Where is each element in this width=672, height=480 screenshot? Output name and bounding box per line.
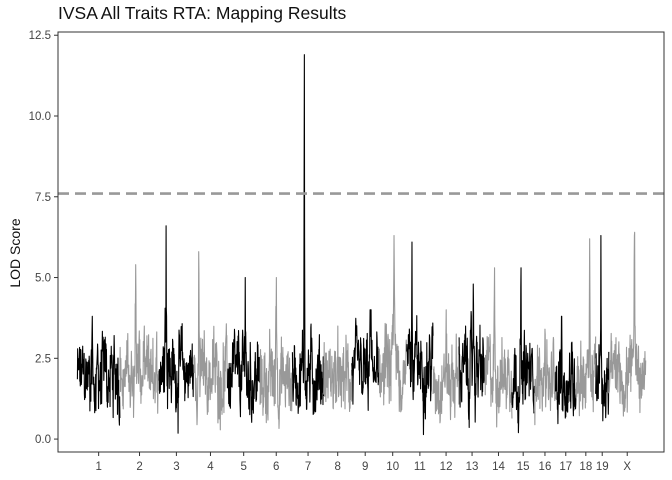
chromosome-19-lod-line [595,234,610,422]
x-tick-label-chr-10: 10 [386,461,399,473]
chromosome-8-lod-line [323,325,353,413]
y-tick-label: 10.0 [29,111,51,123]
x-tick-label-chr-13: 13 [466,461,479,473]
x-tick-label-chr-18: 18 [579,461,592,473]
x-tick-label-chr-14: 14 [492,461,505,473]
plot-panel-border [57,31,665,453]
chromosome-6-lod-line [259,276,293,429]
chromosome-1-lod-line [76,315,121,426]
chromosome-12-lod-line [432,309,460,424]
x-tick-label-chr-1: 1 [95,461,101,473]
x-tick-label-chr-12: 12 [440,461,453,473]
x-tick-label-chr-15: 15 [517,461,530,473]
x-axis: 1 2 3 4 5 6 7 8 9 10 11 12 13 14 15 16 17 18 19 X [95,452,631,473]
chromosome-11-lod-line [406,241,434,436]
x-tick-label-chr-5: 5 [240,461,246,473]
y-tick-label: 12.5 [29,30,51,42]
x-tick-label-chr-19: 19 [596,461,609,473]
y-tick-label: 0.0 [35,434,51,446]
lod-series-layer [76,54,647,436]
chromosome-16-lod-line [533,328,557,426]
x-tick-label-chr-6: 6 [273,461,279,473]
chromosome-2-lod-line [119,264,160,418]
chromosome-18-lod-line [575,238,597,417]
y-tick-label: 7.5 [35,192,51,204]
chromosome-3-lod-line [158,225,195,434]
y-tick-label: 2.5 [35,353,51,365]
x-tick-label-chr-16: 16 [539,461,552,473]
chromosome-5-lod-line [226,276,261,423]
chromosome-4-lod-line [193,251,228,431]
chromosome-X-lod-line [608,231,647,417]
x-tick-label-chr-9: 9 [362,461,368,473]
x-tick-label-chr-7: 7 [305,461,311,473]
y-tick-label: 5.0 [35,273,51,285]
chromosome-7-lod-line [291,54,325,416]
chromosome-15-lod-line [511,267,535,434]
x-tick-label-chr-3: 3 [173,461,179,473]
x-tick-label-chr-17: 17 [559,461,572,473]
chromosome-17-lod-line [554,315,577,425]
x-tick-label-chr-4: 4 [207,461,214,473]
x-tick-label-chr-11: 11 [414,461,426,473]
chart-title: IVSA All Traits RTA: Mapping Results [58,3,347,23]
chromosome-10-lod-line [378,234,408,413]
y-axis: 0.0 2.5 5.0 7.5 10.0 12.5 [29,30,58,446]
chromosome-9-lod-line [351,309,380,411]
x-tick-label-chr-2: 2 [136,461,142,473]
x-tick-label-chr-X: X [623,461,631,473]
x-tick-label-chr-8: 8 [335,461,341,473]
chromosome-13-lod-line [458,283,486,429]
chromosome-14-lod-line [484,267,513,428]
